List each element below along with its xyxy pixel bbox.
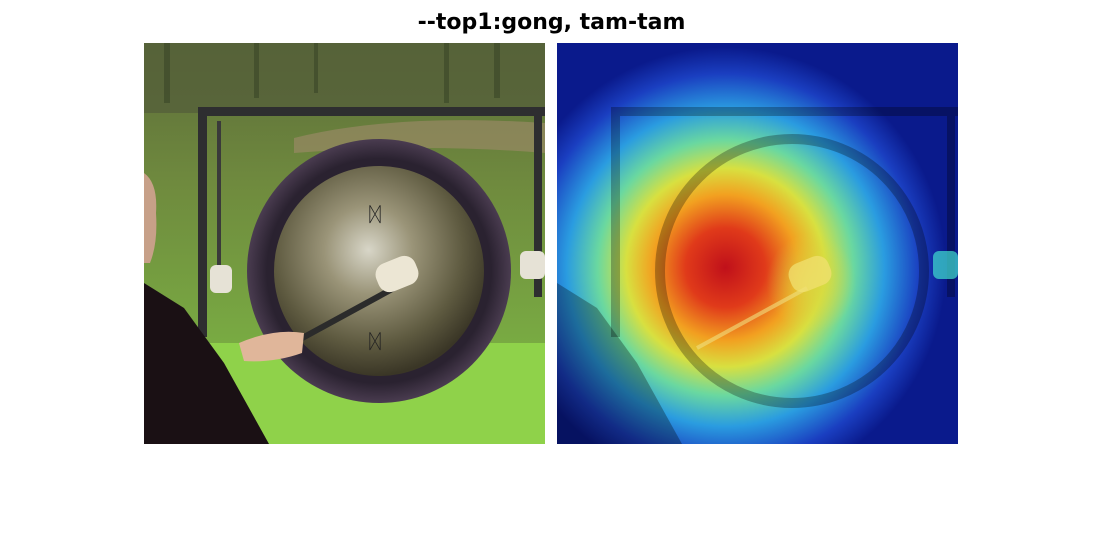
figure-title: --top1:gong, tam-tam	[417, 10, 686, 35]
gong-photo: ᛞ ᛞ	[144, 43, 545, 444]
svg-text:ᛞ: ᛞ	[369, 329, 381, 353]
original-image: ᛞ ᛞ	[144, 43, 545, 444]
gradcam-heatmap	[557, 43, 958, 444]
heatmap-overlay-image	[557, 43, 958, 444]
svg-text:ᛞ: ᛞ	[369, 202, 381, 226]
